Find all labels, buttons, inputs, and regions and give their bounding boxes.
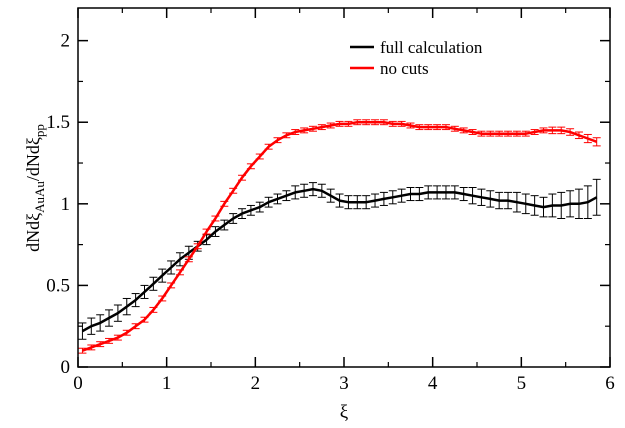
y-tick-label: 1 <box>61 194 71 215</box>
x-tick-label: 5 <box>517 373 527 394</box>
x-tick-label: 3 <box>339 373 349 394</box>
series-no-cuts <box>78 119 601 354</box>
series-line-full-calculation <box>81 187 598 333</box>
legend: full calculation no cuts <box>350 38 483 78</box>
y-tick-label: 0.5 <box>46 275 70 296</box>
y-tick-label: 0 <box>61 357 71 378</box>
y-axis-label-main: dNdξ <box>23 213 43 252</box>
x-tick-label: 6 <box>605 373 615 394</box>
y-axis-label-sub-auau: AuAu <box>32 181 47 213</box>
axis-ticks: 0 1 2 3 4 5 6 0 0.5 1 1.5 2 <box>46 8 615 394</box>
y-axis-label-mid: /dNdξ <box>23 137 43 181</box>
y-axis-label: dNdξAuAu/dNdξpp <box>23 124 47 252</box>
y-tick-label: 2 <box>61 31 71 52</box>
data-layer <box>78 119 601 354</box>
y-axis-label-sub-pp: pp <box>32 124 47 137</box>
x-tick-label: 2 <box>251 373 261 394</box>
x-tick-label: 0 <box>73 373 83 394</box>
series-line-no-cuts <box>81 120 598 352</box>
legend-label-no-cuts: no cuts <box>380 59 429 78</box>
x-tick-label: 4 <box>428 373 438 394</box>
y-tick-label: 1.5 <box>46 112 70 133</box>
series-full-calculation <box>78 178 601 340</box>
legend-label-full-calculation: full calculation <box>380 38 483 57</box>
x-axis-label: ξ <box>340 402 349 423</box>
x-tick-label: 1 <box>162 373 172 394</box>
